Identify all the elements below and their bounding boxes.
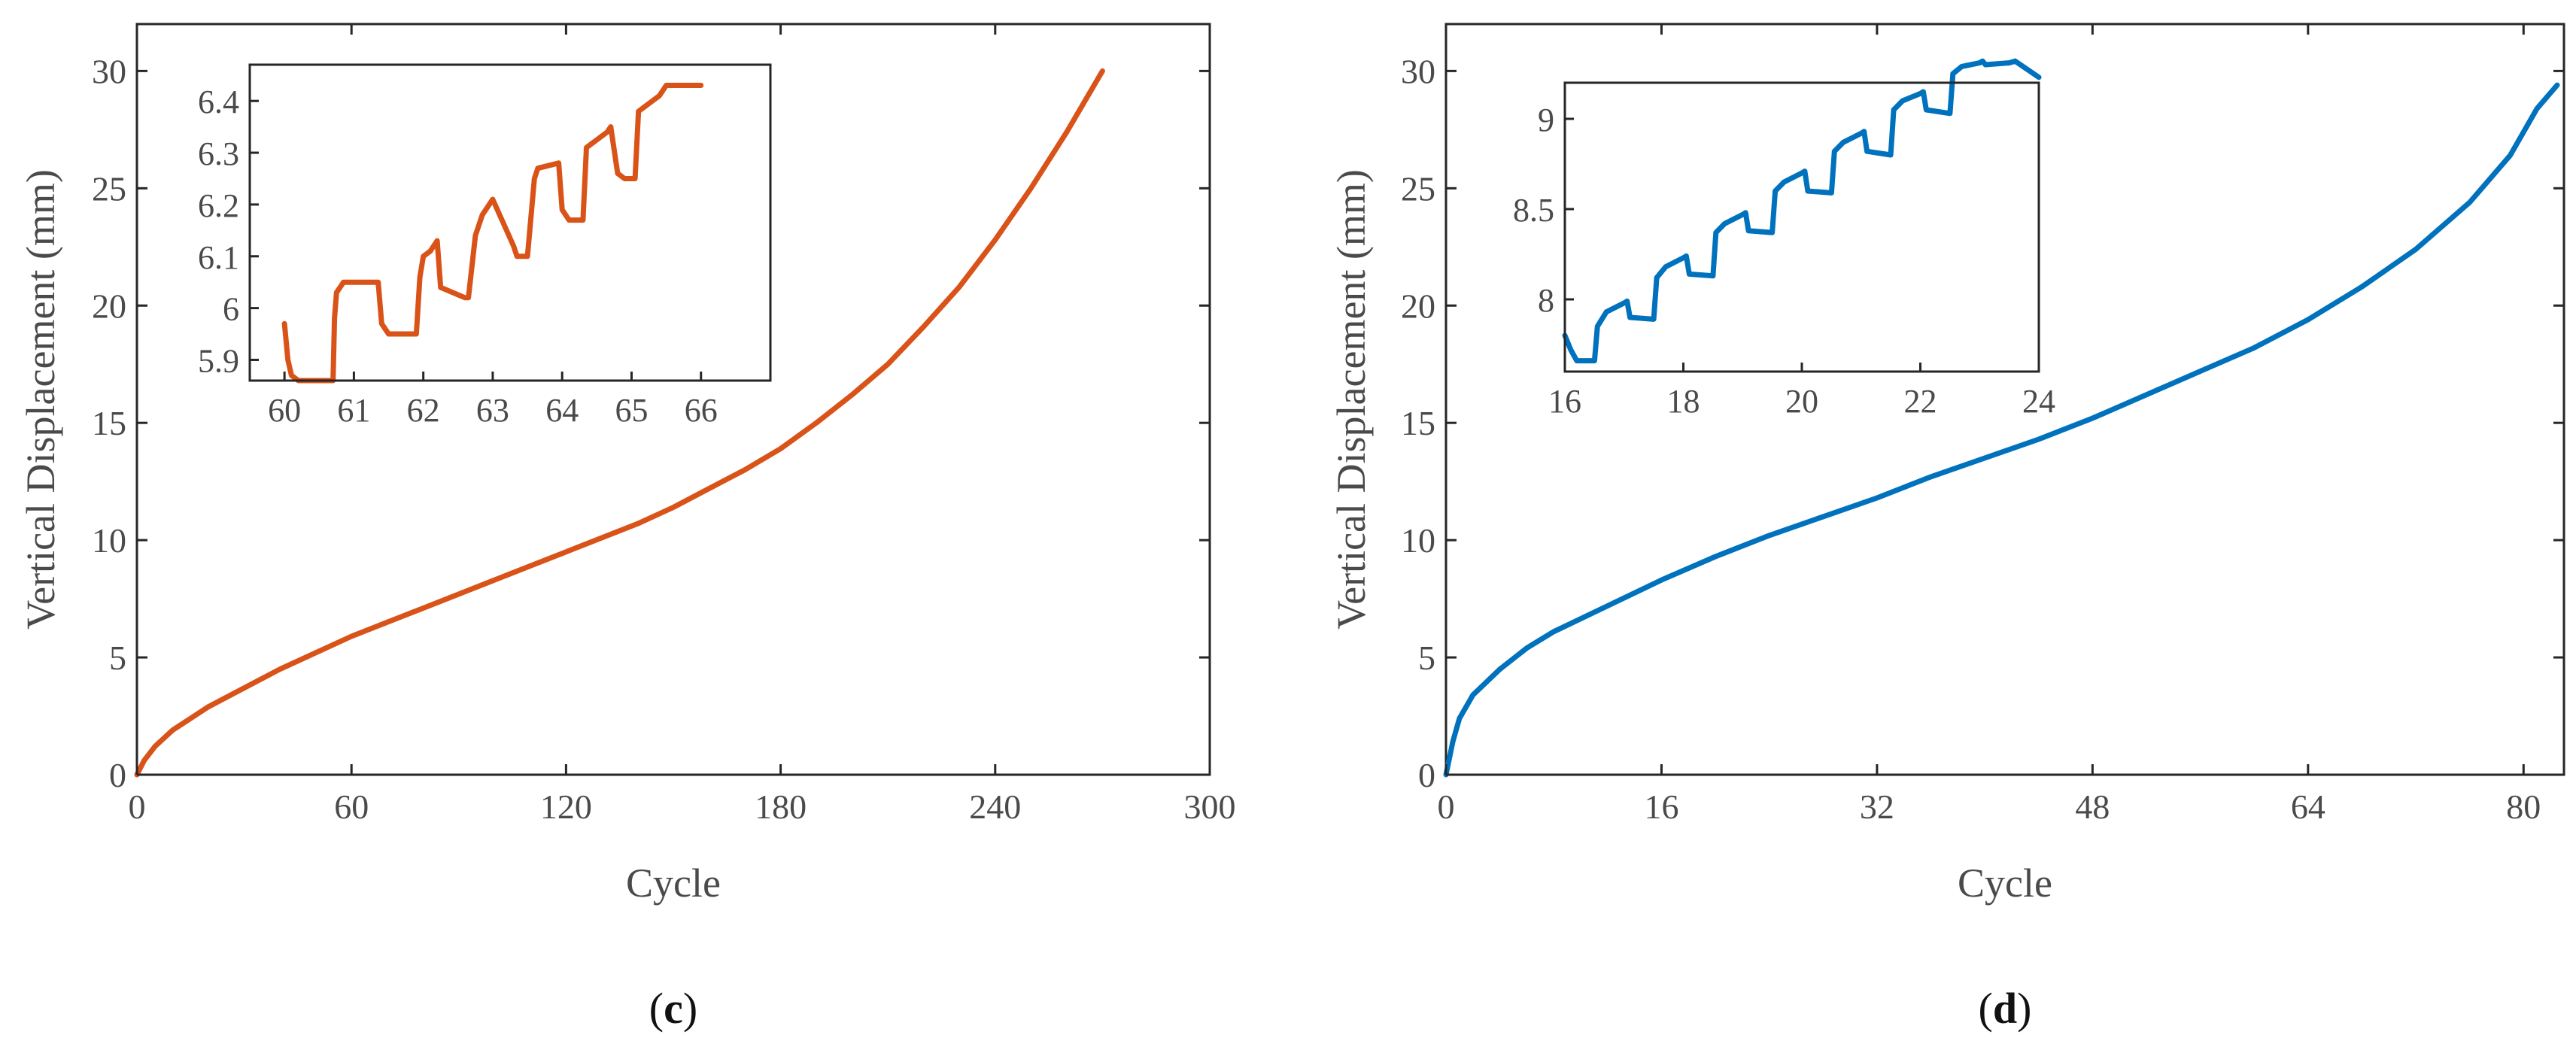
- panel-d: 0 16 32 48 64 80 0 5 10 15 20 25 30 Cycle Vertical D…: [1329, 23, 2565, 1033]
- panel-d-y-tick-label-2: 10: [1401, 521, 1435, 560]
- panel-d-label-letter: d: [1993, 984, 2017, 1033]
- panel-c-inset-x-tick-label-3: 63: [476, 392, 509, 429]
- panel-c-x-tick-label-3: 180: [755, 788, 807, 826]
- panel-c-x-tick-label-1: 60: [334, 788, 369, 826]
- panel-d-inset-series: [1562, 58, 2042, 364]
- panel-c-y-axis-title: Vertical Displacement (mm): [18, 169, 63, 630]
- panel-d-main-series: [1443, 82, 2560, 778]
- panel-d-x-tick-label-3: 48: [2075, 788, 2110, 826]
- panel-d-label: (d): [1979, 984, 2032, 1033]
- panel-c-inset-x-tick-label-0: 60: [268, 392, 301, 429]
- panel-c-x-tick-label-4: 240: [969, 788, 1021, 826]
- panel-d-y-axis-title: Vertical Displacement (mm): [1329, 169, 1374, 630]
- panel-c-inset-x-tick-label-5: 65: [615, 392, 648, 429]
- panel-c-y-tick-label-2: 10: [92, 521, 126, 560]
- panel-d-x-tick-label-4: 64: [2291, 788, 2325, 826]
- panel-c-inset-x-tick-label-6: 66: [685, 392, 718, 429]
- panel-c-label-close: ): [683, 984, 697, 1033]
- panel-d-label-close: ): [2017, 984, 2031, 1033]
- panel-c-inset-y-tick-label-1: 6: [223, 291, 239, 328]
- panel-d-inset-x-tick-label-4: 24: [2022, 383, 2055, 420]
- panel-c-x-axis-title: Cycle: [626, 860, 721, 906]
- panel-c-inset-ticks: 60 61 62 63 64 65 66 5.9 6 6.1 6.2 6.3 6.4: [198, 83, 718, 429]
- panel-c-main-series: [134, 68, 1105, 778]
- panel-c-inset-y-tick-label-0: 5.9: [198, 342, 239, 379]
- panel-c-plot-frame: [135, 23, 1211, 776]
- panel-d-x-tick-label-1: 16: [1644, 788, 1678, 826]
- panel-c-y-tick-label-1: 5: [109, 639, 126, 677]
- panel-d-inset-x-tick-label-3: 22: [1904, 383, 1937, 420]
- panel-d-inset-y-tick-label-0: 8: [1538, 282, 1554, 319]
- panel-d-x-axis-title: Cycle: [1958, 860, 2052, 906]
- panel-d-x-tick-label-0: 0: [1438, 788, 1455, 826]
- panel-d-y-tick-label-3: 15: [1401, 404, 1435, 442]
- panel-c-inset-y-tick-label-5: 6.4: [198, 83, 239, 120]
- panel-c-inset-x-tick-label-1: 61: [337, 392, 370, 429]
- panel-c-y-tick-label-0: 0: [109, 756, 126, 794]
- panel-c-inset-y-tick-label-4: 6.3: [198, 135, 239, 172]
- panel-d-inset-x-tick-label-0: 16: [1548, 383, 1581, 420]
- panel-c-x-tick-label-5: 300: [1184, 788, 1236, 826]
- panel-c-label-letter: c: [664, 984, 683, 1033]
- panel-d-y-tick-label-5: 25: [1401, 169, 1435, 208]
- panel-d-inset-x-tick-label-1: 18: [1667, 383, 1700, 420]
- panel-c-inset-background: [250, 65, 770, 381]
- panel-c-inset-y-tick-label-3: 6.2: [198, 187, 239, 224]
- panel-c-y-tick-label-4: 20: [92, 287, 126, 325]
- panel-c-inset-frame: [248, 63, 772, 382]
- panel-d-x-tick-label-2: 32: [1860, 788, 1894, 826]
- panel-c-ticks: 0 60 120 180 240 300 0 5 10 15 20 25 30: [92, 24, 1236, 826]
- panel-c-x-tick-label-2: 120: [540, 788, 592, 826]
- panel-c-y-tick-label-5: 25: [92, 169, 126, 208]
- panel-d-x-tick-label-5: 80: [2506, 788, 2541, 826]
- panel-d-inset-y-tick-label-1: 8.5: [1513, 192, 1554, 229]
- panel-c: 0 60 120 180 240 300 0 5 10 15 20 25 30 Cycle Vertic…: [18, 23, 1236, 1033]
- panel-c-label: (c): [649, 984, 697, 1033]
- panel-d-y-tick-label-1: 5: [1418, 639, 1435, 677]
- panel-d-inset-background: [1565, 83, 2039, 372]
- panel-d-inset-y-tick-label-2: 9: [1538, 102, 1554, 138]
- panel-d-y-tick-label-0: 0: [1418, 756, 1435, 794]
- panel-d-ticks: 0 16 32 48 64 80 0 5 10 15 20 25 30: [1401, 24, 2564, 826]
- panel-c-x-tick-label-0: 0: [129, 788, 146, 826]
- panel-c-label-open: (: [649, 984, 664, 1033]
- panel-c-inset-x-tick-label-4: 64: [545, 392, 579, 429]
- panel-d-inset-x-tick-label-2: 20: [1785, 383, 1818, 420]
- panel-d-series-line-0: [1443, 82, 2560, 778]
- panel-c-y-tick-label-3: 15: [92, 404, 126, 442]
- panel-c-inset-series-line: [281, 83, 704, 384]
- panel-c-inset-series: [281, 83, 704, 384]
- panel-c-y-tick-label-6: 30: [92, 52, 126, 90]
- panel-d-inset-series-line: [1562, 58, 2042, 364]
- panel-d-y-tick-label-6: 30: [1401, 52, 1435, 90]
- panel-d-label-open: (: [1979, 984, 1993, 1033]
- panel-d-plot-frame: [1444, 23, 2565, 776]
- panel-d-y-tick-label-4: 20: [1401, 287, 1435, 325]
- panel-c-series-line-0: [134, 68, 1105, 778]
- panel-c-inset-y-tick-label-2: 6.1: [198, 239, 239, 276]
- panel-d-inset-ticks: 16 18 20 22 24 8 8.5 9: [1513, 102, 2055, 420]
- panel-c-inset-x-tick-label-2: 62: [407, 392, 440, 429]
